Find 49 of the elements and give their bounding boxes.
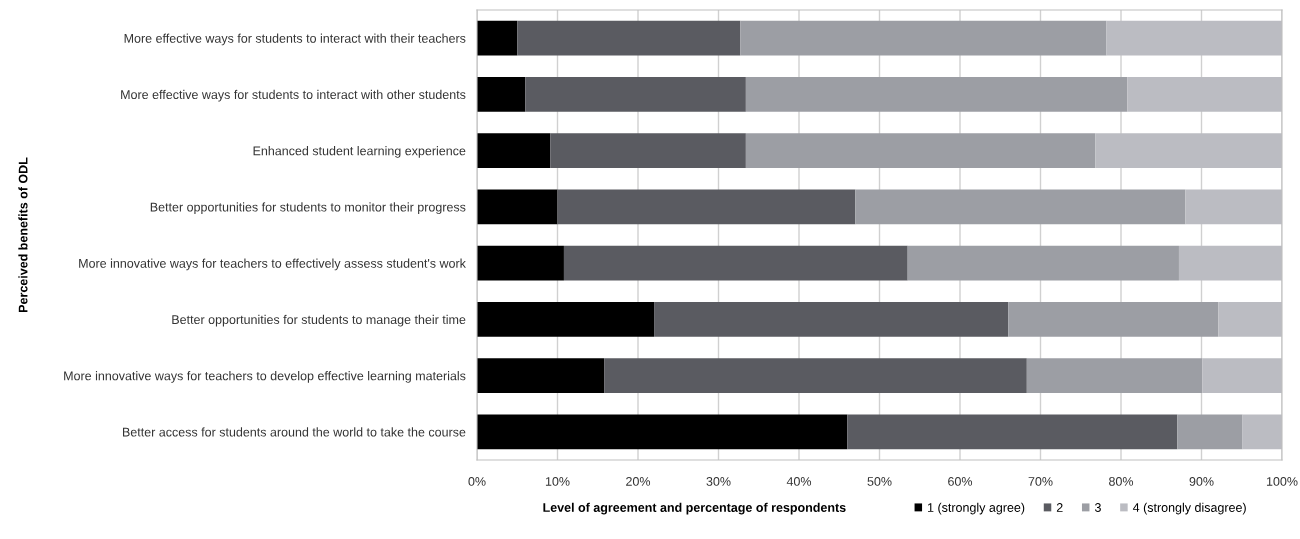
y-axis-title: Perceived benefits of ODL [18,157,28,312]
legend-label: 4 (strongly disagree) [1132,502,1246,515]
x-tick-label: 0% [468,477,486,486]
bar [477,245,564,281]
bar [654,301,1009,337]
bar [477,189,558,225]
bar [517,20,741,56]
y-tick-label: More effective ways for students to interact with other students [121,89,466,102]
bar [847,414,1178,450]
bar [745,133,1096,169]
bar [604,358,1027,394]
y-tick-label: Enhanced student learning experience [253,146,466,158]
x-tick-label: 80% [1109,477,1134,486]
bar [477,301,655,337]
y-tick-label: Better opportunities for students to monitor their progress [150,202,466,214]
legend-label: 2 [1056,503,1063,512]
bar [855,189,1186,225]
y-tick-label: More innovative ways for teachers to develop effective learning materials [64,371,466,383]
bar [563,245,908,281]
x-tick-label: 60% [948,477,973,486]
x-tick-label: 50% [867,477,892,486]
x-tick-label: 90% [1189,477,1214,486]
x-tick-label: 100% [1266,477,1298,486]
bar [477,20,518,56]
bar [1177,414,1243,450]
bar [550,133,746,169]
legend-label: 1 (strongly agree) [928,502,1025,515]
x-axis-title: Level of agreement and percentage of respondents [543,502,846,515]
bar [525,76,746,112]
x-tick-label: 30% [706,477,731,486]
bar [740,20,1107,56]
x-tick-label: 70% [1028,477,1053,486]
bar [907,245,1179,281]
bar [477,76,526,112]
y-tick-label: More innovative ways for teachers to effectively assess student's work [79,258,466,271]
y-tick-label: More effective ways for students to interact with their teachers [124,33,466,46]
bar [1008,301,1219,337]
bar [477,358,605,394]
bar [1026,358,1203,394]
bar [477,133,551,169]
bar [477,414,848,450]
legend-label: 3 [1094,503,1101,512]
bar [745,76,1128,112]
y-tick-label: Better access for students around the world to take the course [123,427,466,437]
x-tick-label: 20% [626,477,651,486]
bar [557,189,856,225]
x-tick-label: 40% [786,477,812,486]
y-tick-label: Better opportunities for students to manage their time [172,314,466,327]
x-tick-label: 10% [545,477,570,486]
